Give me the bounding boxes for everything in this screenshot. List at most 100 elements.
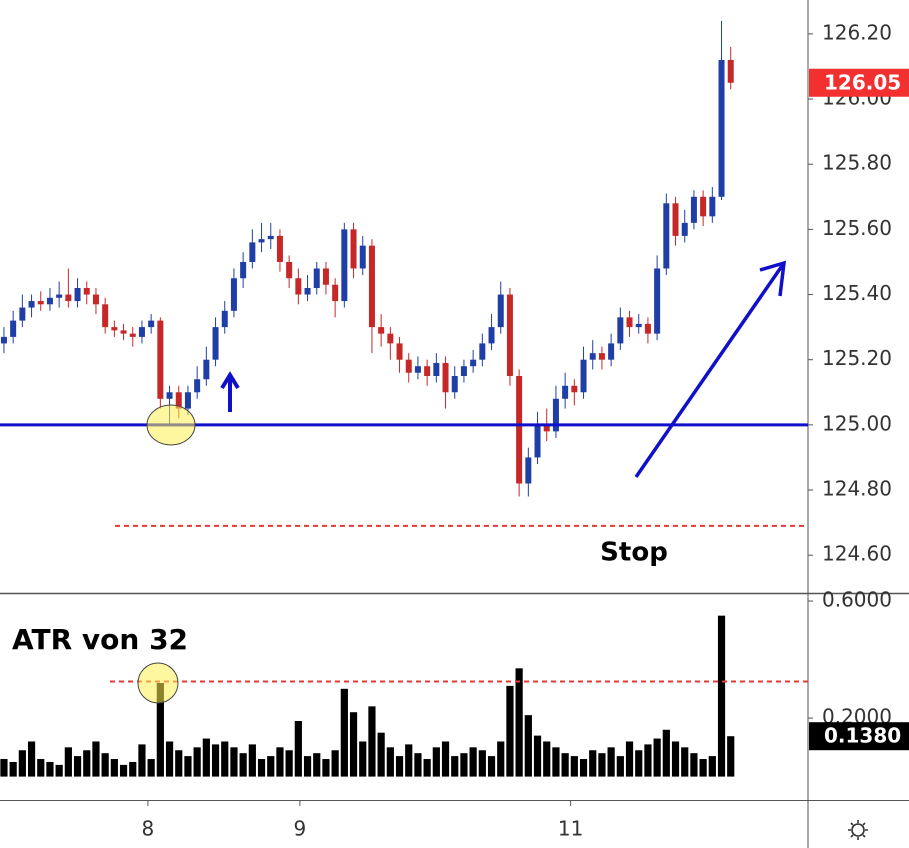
atr-bar <box>653 738 661 777</box>
candle-body <box>644 323 651 334</box>
atr-bar <box>377 732 385 777</box>
atr-bar <box>432 747 440 777</box>
atr-bar <box>73 756 82 777</box>
candle-body <box>240 261 247 279</box>
atr-bar <box>552 747 560 777</box>
atr-bar <box>579 759 588 777</box>
candle-body <box>470 359 477 367</box>
atr-bar <box>92 741 100 777</box>
candle-body <box>221 310 228 328</box>
atr-bar <box>635 750 643 777</box>
candle-body <box>92 294 99 305</box>
candle-body <box>479 343 486 360</box>
atr-bar <box>671 741 680 777</box>
candle-body <box>378 327 385 334</box>
y-tick-label: 125.20 <box>822 346 892 370</box>
candle-body <box>276 235 283 262</box>
atr-bar <box>9 761 17 777</box>
atr-bar <box>18 750 26 777</box>
candle-body <box>184 392 191 409</box>
atr-bar <box>331 750 339 777</box>
atr-bar <box>570 756 578 777</box>
candle-body <box>580 359 587 393</box>
candle-body <box>405 359 412 373</box>
candle-body <box>497 294 504 328</box>
candle-body <box>681 222 688 236</box>
candle-body <box>46 297 53 305</box>
atr-bar <box>184 756 192 777</box>
candle-body <box>322 268 329 285</box>
atr-bar <box>478 750 486 777</box>
atr-bar <box>110 759 118 777</box>
y-tick-label: 0.6000 <box>822 588 892 612</box>
candle-body <box>341 229 348 302</box>
candle-body <box>635 323 642 328</box>
atr-bar <box>267 756 275 777</box>
atr-bar <box>487 756 496 777</box>
atr-bar <box>46 761 54 777</box>
x-tick-label: 9 <box>294 817 307 841</box>
candle-body <box>166 392 173 399</box>
drawings <box>137 260 787 704</box>
candle-body <box>304 288 311 295</box>
atr-bar <box>156 682 164 777</box>
candle-body <box>129 333 136 337</box>
candle-body <box>700 196 707 217</box>
candle-body <box>525 457 532 484</box>
candle-body <box>65 294 72 302</box>
candle-body <box>488 327 495 344</box>
atr-bar <box>469 747 477 777</box>
atr-bar <box>616 756 624 777</box>
candle-body <box>267 235 274 240</box>
atr-bar <box>349 712 358 777</box>
candle-body <box>10 320 17 337</box>
trend-arrow <box>634 260 787 478</box>
candle-body <box>690 196 697 223</box>
settings-icon[interactable] <box>848 820 868 840</box>
atr-bar <box>0 759 8 777</box>
up-arrow <box>220 371 240 412</box>
candle-body <box>0 336 7 344</box>
atr-bar <box>147 759 155 777</box>
y-tick-label: 125.40 <box>822 281 892 305</box>
candle-body <box>120 330 127 334</box>
atr-bar <box>405 744 413 777</box>
candle-body <box>350 229 357 269</box>
candle-body <box>19 307 26 321</box>
candle-body <box>672 203 679 236</box>
atr-bar <box>441 741 450 777</box>
candle-body <box>102 304 109 328</box>
y-tick-label: 124.60 <box>822 542 892 566</box>
candle-body <box>516 375 523 484</box>
candle-body <box>313 268 320 289</box>
candle-body <box>626 317 633 328</box>
atr-bar <box>55 764 63 777</box>
candle-body <box>148 320 155 328</box>
atr-bar <box>451 756 459 777</box>
atr-bar <box>175 750 183 777</box>
atr-bar <box>202 738 210 777</box>
atr-bar <box>386 747 394 777</box>
atr-bar <box>625 741 634 777</box>
atr-bar <box>690 753 698 777</box>
atr-bar <box>515 668 523 777</box>
atr-bar <box>322 759 330 777</box>
y-tick-label: 126.20 <box>822 20 892 44</box>
candle-body <box>589 353 596 360</box>
candle-body <box>460 366 467 376</box>
atr-bar <box>460 753 468 777</box>
atr-bar <box>368 706 376 777</box>
atr-bar <box>340 688 348 777</box>
y-tick-label: 125.00 <box>822 411 892 435</box>
candle-body <box>175 392 182 409</box>
atr-bar <box>64 747 72 777</box>
candle-body <box>56 294 63 298</box>
atr-bar <box>313 753 321 777</box>
last-value-label: 0.1380 <box>824 724 901 748</box>
atr-bar <box>561 753 569 777</box>
price-pane: 124.60 124.80 125.00 125.20 125.40 125.60 125.… <box>0 20 909 568</box>
atr-bar <box>37 759 45 777</box>
atr-bar <box>119 764 128 777</box>
candle-body <box>552 398 559 432</box>
